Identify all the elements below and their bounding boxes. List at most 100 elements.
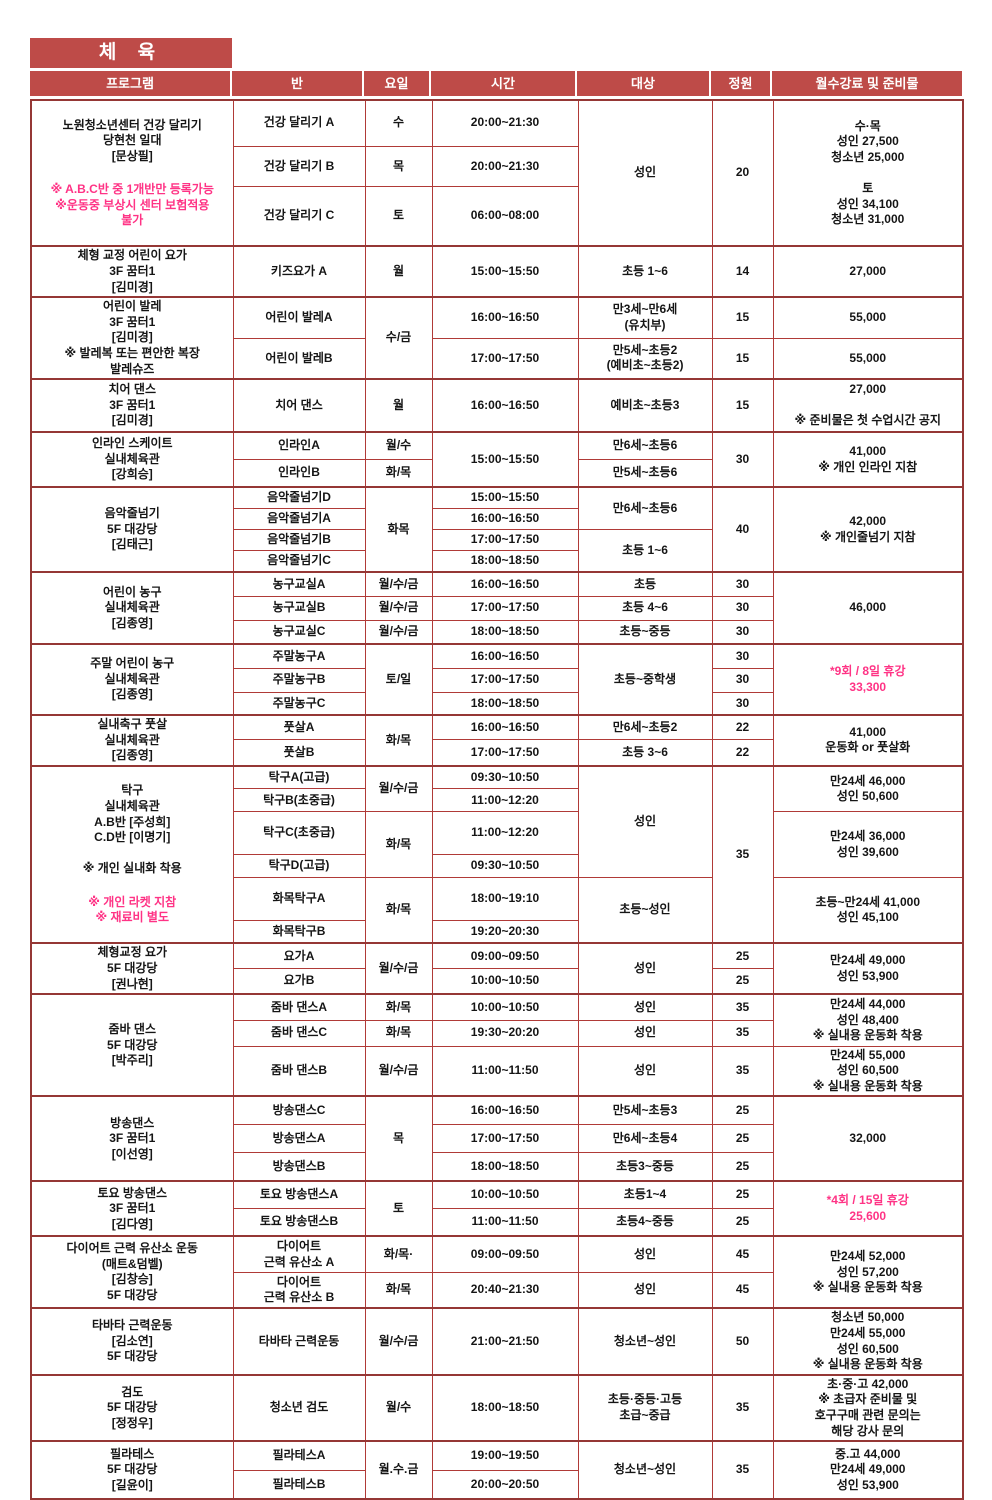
program-cell: 체형교정 요가 5F 대강당 [권나현] — [30, 942, 234, 995]
time-cell: 21:00~21:50 — [431, 1307, 579, 1376]
capacity-cell: 25 — [711, 968, 774, 995]
capacity-cell: 50 — [711, 1307, 774, 1376]
capacity-cell: 25 — [711, 1151, 774, 1182]
class-cell: 필라테스A — [232, 1440, 366, 1471]
day-cell: 목 — [364, 1095, 433, 1182]
class-cell: 음악줄넘기D — [232, 486, 366, 509]
target-cell: 성인 — [577, 942, 713, 995]
class-cell: 탁구D(고급) — [232, 854, 366, 879]
target-cell: 만5세~초등3 — [577, 1095, 713, 1125]
capacity-cell: 35 — [711, 1440, 774, 1500]
capacity-cell: 30 — [711, 643, 774, 669]
column-header-time: 시간 — [431, 71, 575, 96]
program-cell: 줌바 댄스 5F 대강당 [박주리] — [30, 993, 234, 1097]
program-title: 검도 5F 대강당 [정정우] — [107, 1384, 158, 1430]
target-cell: 성인 — [577, 764, 713, 879]
time-cell: 11:00~12:20 — [431, 788, 579, 813]
program-title: 타바타 근력운동 [김소연] 5F 대강당 — [91, 1318, 173, 1364]
target-cell: 청소년~성인 — [577, 1307, 713, 1376]
class-cell: 키즈요가 A — [232, 245, 366, 298]
capacity-cell: 30 — [711, 431, 774, 488]
table-header: 프로그램 반 요일 시간 대상 정원 월수강료 및 준비물 — [30, 71, 962, 96]
target-cell: 초등3~중등 — [577, 1151, 713, 1182]
fee-cell: 41,000 운동화 or 풋살화 — [772, 714, 964, 767]
target-cell: 청소년~성인 — [577, 1440, 713, 1500]
class-cell: 요가A — [232, 942, 366, 970]
fee-cell: 만24세 52,000 성인 57,200 ※ 실내용 운동화 착용 — [772, 1235, 964, 1309]
class-cell: 요가B — [232, 968, 366, 995]
fee-cell: *9회 / 8일 휴강 33,300 — [772, 643, 964, 716]
time-cell: 16:00~16:50 — [431, 507, 579, 530]
fee-cell: 만24세 55,000 성인 60,500 ※ 실내용 운동화 착용 — [772, 1045, 964, 1097]
program-note: ※ A.B.C반 중 1개반만 등록가능 ※운동중 부상시 센터 보험적용 불가 — [50, 181, 214, 228]
time-cell: 16:00~16:50 — [431, 378, 579, 433]
day-cell: 수 — [364, 98, 433, 147]
target-cell: 성인 — [577, 1235, 713, 1273]
class-cell: 주말농구C — [232, 691, 366, 716]
time-cell: 11:00~11:50 — [431, 1045, 579, 1097]
capacity-cell: 30 — [711, 691, 774, 716]
column-header-capacity: 정원 — [711, 71, 770, 96]
program-title: 인라인 스케이트 실내체육관 [강희승] — [91, 436, 173, 482]
target-cell: 초등1~4 — [577, 1180, 713, 1209]
capacity-cell: 35 — [711, 764, 774, 944]
time-cell: 20:00~20:50 — [431, 1469, 579, 1500]
program-title: 노원청소년센터 건강 달리기 당현천 일대 [문상필] — [62, 117, 202, 163]
fee-cell: 초·중·고 42,000 ※ 초급자 준비물 및 호구구매 관련 문의는 해당 … — [772, 1373, 964, 1442]
capacity-cell: 15 — [711, 337, 774, 380]
program-cell: 주말 어린이 농구 실내체육관 [김종영] — [30, 643, 234, 716]
class-cell: 건강 달리기 C — [232, 186, 366, 247]
capacity-cell: 15 — [711, 296, 774, 339]
class-cell: 줌바 댄스A — [232, 993, 366, 1021]
program-cell: 어린이 농구 실내체육관 [김종영] — [30, 571, 234, 645]
class-cell: 방송댄스C — [232, 1095, 366, 1125]
program-title: 체형교정 요가 5F 대강당 [권나현] — [97, 945, 168, 991]
capacity-cell: 22 — [711, 739, 774, 767]
time-cell: 10:00~10:50 — [431, 1180, 579, 1209]
day-cell: 월/수/금 — [364, 571, 433, 597]
day-cell: 월 — [364, 245, 433, 298]
target-cell: 초등 — [577, 571, 713, 597]
target-cell: 만6세~초등6 — [577, 431, 713, 460]
class-cell: 줌바 댄스B — [232, 1045, 366, 1097]
time-cell: 16:00~16:50 — [431, 296, 579, 339]
time-cell: 17:00~17:50 — [431, 667, 579, 693]
time-cell: 09:00~09:50 — [431, 942, 579, 970]
program-cell: 음악줄넘기 5F 대강당 [김태근] — [30, 486, 234, 573]
capacity-cell: 25 — [711, 1095, 774, 1125]
class-cell: 음악줄넘기B — [232, 528, 366, 551]
time-cell: 18:00~18:50 — [431, 619, 579, 645]
fee-cell: 만24세 44,000 성인 48,400 ※ 실내용 운동화 착용 — [772, 993, 964, 1047]
fee-cell: 초등~만24세 41,000 성인 45,100 — [772, 877, 964, 944]
program-title: 어린이 발레 3F 꿈터1 [김미경] ※ 발레복 또는 편안한 복장 발레슈즈 — [64, 299, 200, 376]
class-cell: 토요 방송댄스B — [232, 1207, 366, 1237]
day-cell: 화/목 — [364, 811, 433, 879]
day-cell: 화/목 — [364, 877, 433, 944]
class-cell: 주말농구B — [232, 667, 366, 693]
program-title: 주말 어린이 농구 실내체육관 [김종영] — [90, 656, 175, 702]
fee-cell: 42,000 ※ 개인줄넘기 지참 — [772, 486, 964, 573]
fee-cell: 청소년 50,000 만24세 55,000 성인 60,500 ※ 실내용 운… — [772, 1307, 964, 1376]
target-cell: 초등 1~6 — [577, 245, 713, 298]
time-cell: 17:00~17:50 — [431, 337, 579, 380]
program-title: 탁구 실내체육관 A.B반 [주성희] C.D반 [이명기] ※ 개인 실내화 … — [82, 783, 182, 876]
fee-cell: *4회 / 15일 휴강 25,600 — [772, 1180, 964, 1237]
capacity-cell: 30 — [711, 595, 774, 621]
program-title: 필라테스 5F 대강당 [길윤이] — [107, 1446, 158, 1493]
capacity-cell: 25 — [711, 942, 774, 970]
target-cell: 만6세~초등4 — [577, 1123, 713, 1153]
program-cell: 인라인 스케이트 실내체육관 [강희승] — [30, 431, 234, 488]
capacity-cell: 14 — [711, 245, 774, 298]
time-cell: 09:00~09:50 — [431, 1235, 579, 1273]
time-cell: 18:00~18:50 — [431, 549, 579, 573]
program-title: 치어 댄스 3F 꿈터1 [김미경] — [108, 382, 157, 428]
class-cell: 풋살B — [232, 739, 366, 767]
target-cell: 초등·중등·고등 초급~중급 — [577, 1373, 713, 1442]
time-cell: 20:40~21:30 — [431, 1271, 579, 1309]
fee-cell: 27,000 ※ 준비물은 첫 수업시간 공지 — [772, 378, 964, 433]
class-cell: 탁구C(초중급) — [232, 811, 366, 856]
capacity-cell: 30 — [711, 571, 774, 597]
program-cell: 실내축구 풋살 실내체육관 [김종영] — [30, 714, 234, 767]
time-cell: 19:00~19:50 — [431, 1440, 579, 1471]
program-title: 음악줄넘기 5F 대강당 [김태근] — [104, 506, 160, 552]
